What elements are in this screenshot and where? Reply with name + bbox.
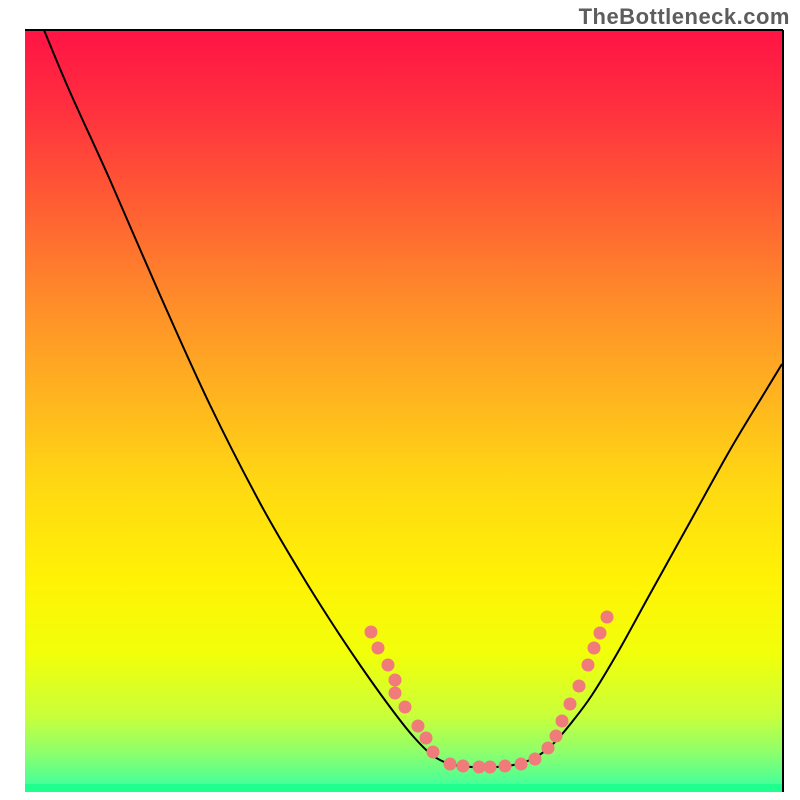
marker-dot xyxy=(365,626,378,639)
marker-dot xyxy=(573,680,586,693)
marker-dot xyxy=(515,758,528,771)
marker-dot xyxy=(457,760,470,773)
marker-dot xyxy=(382,659,395,672)
watermark-text: TheBottleneck.com xyxy=(579,4,790,30)
baseline-green-band xyxy=(25,784,783,792)
plot-background xyxy=(25,30,783,792)
marker-dot xyxy=(484,761,497,774)
marker-dot xyxy=(372,642,385,655)
marker-dot xyxy=(556,715,569,728)
marker-dot xyxy=(564,698,577,711)
marker-dot xyxy=(399,701,412,714)
marker-dot xyxy=(588,642,601,655)
marker-dot xyxy=(529,753,542,766)
marker-dot xyxy=(444,758,457,771)
marker-dot xyxy=(582,659,595,672)
marker-dot xyxy=(389,674,402,687)
marker-dot xyxy=(601,611,614,624)
marker-dot xyxy=(427,746,440,759)
marker-dot xyxy=(412,720,425,733)
marker-dot xyxy=(594,627,607,640)
bottleneck-curve-chart xyxy=(0,0,800,800)
marker-dot xyxy=(420,732,433,745)
marker-dot xyxy=(389,687,402,700)
marker-dot xyxy=(550,730,563,743)
marker-dot xyxy=(542,742,555,755)
marker-dot xyxy=(499,760,512,773)
chart-stage: TheBottleneck.com xyxy=(0,0,800,800)
